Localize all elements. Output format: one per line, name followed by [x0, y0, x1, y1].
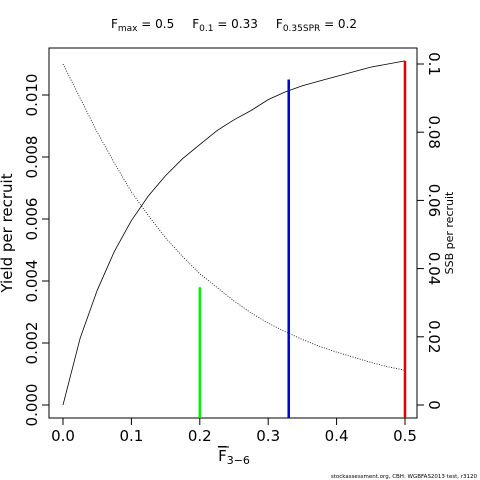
- plot-area: [48, 47, 418, 419]
- ssb-per-recruit-line: [62, 63, 406, 371]
- y2-tick-label: 0.02: [425, 320, 443, 353]
- title-part-sub: 0.35SPR: [283, 24, 320, 34]
- title-part-value: = 0.5: [137, 17, 174, 31]
- title-part-sub: max: [118, 24, 138, 34]
- title-part-value: = 0.2: [320, 17, 357, 31]
- plot-frame: [48, 47, 418, 419]
- y2-axis-label: SSB per recruit: [443, 191, 456, 274]
- x-tick-label: 0.5: [393, 427, 417, 445]
- y-tick-label: 0.002: [23, 322, 41, 365]
- y-tick-label: 0.006: [23, 198, 41, 241]
- x-tick-label: 0.1: [119, 427, 143, 445]
- data-series: [62, 60, 406, 406]
- x-axis: 0.0 0.1 0.2 0.3 0.4 0.5: [51, 418, 417, 445]
- x-axis-label: F3−6: [218, 446, 250, 467]
- y-tick-label: 0.008: [23, 136, 41, 179]
- x-tick-label: 0.3: [256, 427, 280, 445]
- title-part-base: F: [174, 17, 199, 31]
- x-tick-label: 0.4: [325, 427, 349, 445]
- x-axis-label-base: F: [218, 447, 227, 465]
- title-part-base: F: [258, 17, 283, 31]
- title-part-value: = 0.33: [214, 17, 258, 31]
- footer-note: stockassessment.org, CBH: WGBFAS2013 tes…: [331, 474, 478, 480]
- y2-tick-label: 0: [425, 400, 443, 410]
- y-axis-left: 0.000 0.002 0.004 0.006 0.008 0.010: [23, 74, 49, 427]
- yield-per-recruit-line: [62, 60, 406, 406]
- y2-tick-label: 0.06: [425, 184, 443, 217]
- y-axis-label: Yield per recruit: [0, 173, 16, 293]
- chart-title: Fmax = 0.5 F0.1 = 0.33 F0.35SPR = 0.2: [111, 17, 357, 34]
- y-tick-label: 0.004: [23, 260, 41, 303]
- y-axis-right: 0 0.02 0.04 0.06 0.08 0.1: [417, 52, 443, 410]
- x-axis-label-text: F3−6: [218, 447, 250, 467]
- y2-tick-label: 0.08: [425, 115, 443, 148]
- x-tick-label: 0.0: [51, 427, 75, 445]
- title-part-sub: 0.1: [199, 24, 213, 34]
- x-axis-label-sub: 3−6: [227, 454, 250, 467]
- chart-title-text: Fmax = 0.5 F0.1 = 0.33 F0.35SPR = 0.2: [111, 17, 357, 34]
- reference-lines: [198, 60, 407, 418]
- y2-tick-label: 0.04: [425, 252, 443, 285]
- title-part-base: F: [111, 17, 118, 31]
- y-tick-label: 0.010: [23, 74, 41, 117]
- y-tick-label: 0.000: [23, 384, 41, 427]
- y2-tick-label: 0.1: [425, 52, 443, 76]
- x-tick-label: 0.2: [188, 427, 212, 445]
